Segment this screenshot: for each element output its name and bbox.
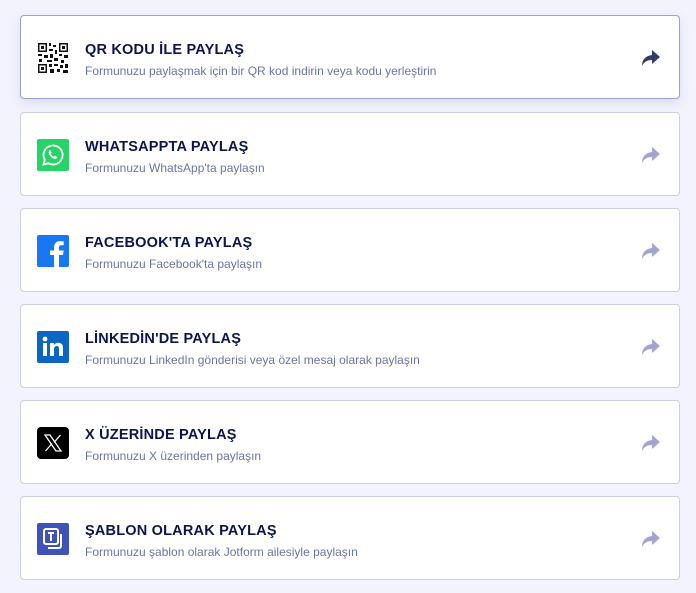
option-subtitle: Formunuzu WhatsApp'ta paylaşın xyxy=(85,161,265,175)
template-icon xyxy=(37,523,69,555)
share-arrow-icon xyxy=(642,435,660,451)
option-title: ŞABLON OLARAK PAYLAŞ xyxy=(85,523,277,539)
option-subtitle: Formunuzu X üzerinden paylaşın xyxy=(85,449,262,463)
option-subtitle: Formunuzu LinkedIn gönderisi veya özel m… xyxy=(85,353,420,367)
share-arrow-icon xyxy=(642,243,660,259)
option-title: FACEBOOK'TA PAYLAŞ xyxy=(85,235,253,251)
qr-code-icon xyxy=(37,42,69,74)
x-icon xyxy=(37,427,69,459)
share-arrow-icon xyxy=(642,147,660,163)
option-title: LİNKEDİN'DE PAYLAŞ xyxy=(85,331,242,347)
option-title: QR KODU İLE PAYLAŞ xyxy=(85,42,245,58)
share-facebook-option[interactable]: FACEBOOK'TA PAYLAŞ Formunuzu Facebook'ta… xyxy=(20,208,680,292)
share-template-option[interactable]: ŞABLON OLARAK PAYLAŞ Formunuzu şablon ol… xyxy=(20,496,680,580)
linkedin-icon xyxy=(37,331,69,363)
option-subtitle: Formunuzu paylaşmak için bir QR kod indi… xyxy=(85,64,437,78)
share-linkedin-option[interactable]: LİNKEDİN'DE PAYLAŞ Formunuzu LinkedIn gö… xyxy=(20,304,680,388)
share-arrow-icon xyxy=(642,531,660,547)
whatsapp-icon xyxy=(37,139,69,171)
share-x-option[interactable]: X ÜZERİNDE PAYLAŞ Formunuzu X üzerinden … xyxy=(20,400,680,484)
share-whatsapp-option[interactable]: WHATSAPPTA PAYLAŞ Formunuzu WhatsApp'ta … xyxy=(20,112,680,196)
facebook-icon xyxy=(37,235,69,267)
option-subtitle: Formunuzu Facebook'ta paylaşın xyxy=(85,257,263,271)
share-arrow-icon xyxy=(642,339,660,355)
share-arrow-icon xyxy=(642,50,660,66)
option-title: WHATSAPPTA PAYLAŞ xyxy=(85,139,249,155)
option-subtitle: Formunuzu şablon olarak Jotform ailesiyl… xyxy=(85,545,358,559)
share-qr-code-option[interactable]: QR KODU İLE PAYLAŞ Formunuzu paylaşmak i… xyxy=(20,15,680,99)
option-title: X ÜZERİNDE PAYLAŞ xyxy=(85,427,237,443)
